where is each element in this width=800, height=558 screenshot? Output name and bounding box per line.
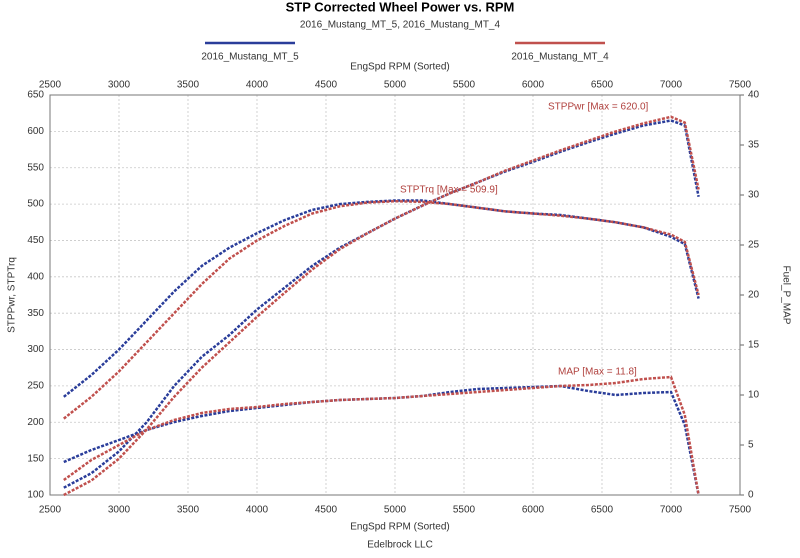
x-tick-label-top: 2500 [39,80,62,91]
legend-label: 2016_Mustang_MT_5 [201,52,299,63]
x-tick-label-top: 3000 [108,80,131,91]
y-tick-label: 300 [27,344,44,355]
x-tick-label-top: 6000 [522,80,545,91]
x-tick-label: 4000 [246,505,269,516]
data-line [63,375,700,496]
data-line [63,384,700,496]
y-tick-label: 600 [27,126,44,137]
y2-tick-label: 15 [748,340,760,351]
y2-tick-label: 40 [748,90,760,101]
x-tick-label: 5000 [384,505,407,516]
x-axis-title-top: EngSpd RPM (Sorted) [350,62,450,73]
y-tick-label: 400 [27,271,44,282]
y-tick-label: 450 [27,235,44,246]
x-tick-label: 7500 [729,505,752,516]
y-tick-label: 650 [27,90,44,101]
x-tick-label-top: 4500 [315,80,338,91]
y-tick-label: 250 [27,381,44,392]
x-tick-label: 6500 [591,505,614,516]
y2-tick-label: 5 [748,440,754,451]
x-tick-label-top: 3500 [177,80,200,91]
y2-axis-title: Fuel_P_MAP [780,266,791,325]
x-tick-label: 4500 [315,505,338,516]
y2-tick-label: 20 [748,290,760,301]
x-tick-label-top: 5000 [384,80,407,91]
y-tick-label: 100 [27,490,44,501]
x-tick-label-top: 5500 [453,80,476,91]
annotation: STPPwr [Max = 620.0] [548,102,649,113]
y-tick-label: 500 [27,199,44,210]
chart-title: STP Corrected Wheel Power vs. RPM [286,0,515,14]
x-tick-label-top: 4000 [246,80,269,91]
x-tick-label: 5500 [453,505,476,516]
x-tick-label: 3000 [108,505,131,516]
x-tick-label-top: 7000 [660,80,683,91]
data-line [63,199,700,420]
y2-tick-label: 30 [748,190,760,201]
x-tick-label: 2500 [39,505,62,516]
y-tick-label: 150 [27,453,44,464]
footer: Edelbrock LLC [367,540,433,551]
annotation: MAP [Max = 11.8] [558,367,637,378]
legend-label: 2016_Mustang_MT_4 [511,52,609,63]
x-tick-label-top: 7500 [729,80,752,91]
x-tick-label-top: 6500 [591,80,614,91]
plot-frame [49,94,741,496]
y2-tick-label: 25 [748,240,760,251]
y-tick-label: 200 [27,417,44,428]
x-axis-title: EngSpd RPM (Sorted) [350,522,450,533]
y-tick-label: 350 [27,308,44,319]
y-axis-title: STPPwr, STPTrq [7,257,18,333]
data-line [63,199,700,398]
annotation: STPTrq [Max = 509.9] [400,185,498,196]
y2-tick-label: 10 [748,390,760,401]
y-tick-label: 550 [27,162,44,173]
data-line [63,119,700,489]
x-tick-label: 6000 [522,505,545,516]
y2-tick-label: 35 [748,140,760,151]
data-line [63,115,700,497]
chart-subtitle: 2016_Mustang_MT_5, 2016_Mustang_MT_4 [300,20,501,31]
x-tick-label: 7000 [660,505,683,516]
x-tick-label: 3500 [177,505,200,516]
y2-tick-label: 0 [748,490,754,501]
